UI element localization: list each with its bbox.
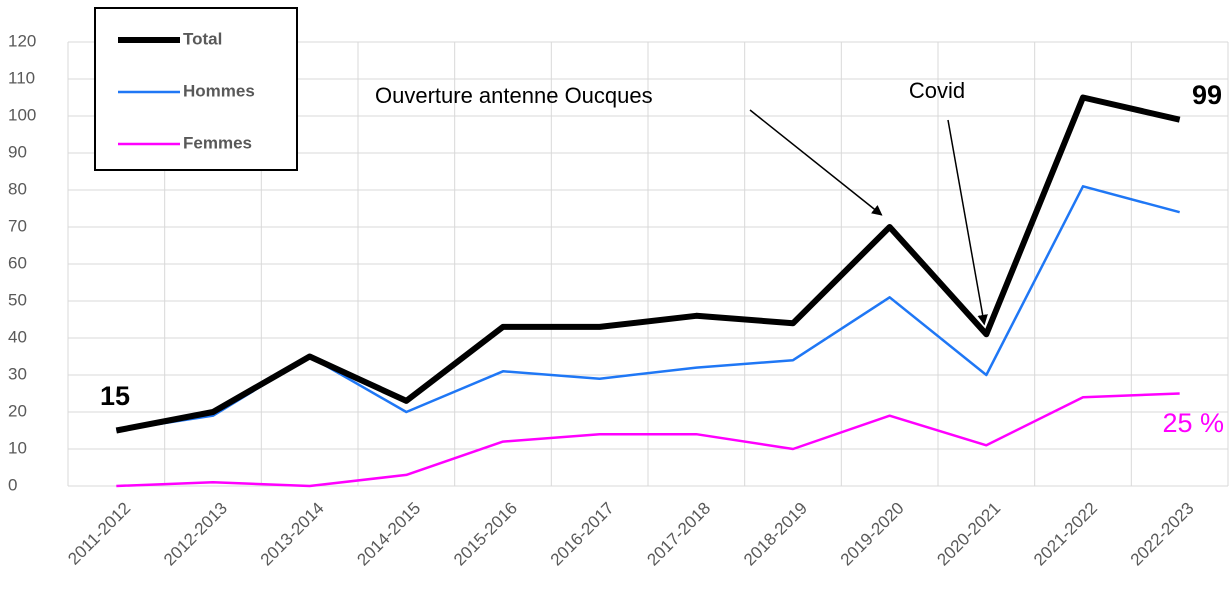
x-tick-label: 2018-2019 [740,499,811,570]
data-label: 15 [100,381,130,411]
y-tick-label: 50 [8,290,27,309]
x-tick-label: 2017-2018 [643,499,714,570]
legend-label: Femmes [183,133,252,152]
y-tick-label: 110 [8,68,35,87]
x-tick-label: 2013-2014 [257,499,328,570]
x-tick-label: 2022-2023 [1127,499,1198,570]
x-tick-label: 2020-2021 [933,499,1004,570]
x-tick-label: 2014-2015 [353,499,424,570]
x-tick-label: 2021-2022 [1030,499,1101,570]
data-label: 99 [1192,80,1222,110]
y-tick-label: 90 [8,142,27,161]
lines [115,94,1181,488]
y-tick-label: 10 [8,438,27,457]
x-tick-label: 2015-2016 [450,499,521,570]
annotation: Covid [909,78,965,103]
series-line [116,392,1180,488]
y-tick-label: 20 [8,401,27,420]
annotation: Ouverture antenne Oucques [375,83,653,108]
y-tick-label: 70 [8,216,27,235]
series-line [115,94,1181,434]
legend-label: Total [183,29,222,48]
y-tick-label: 120 [8,31,36,50]
legend: Total Hommes Femmes [118,29,255,152]
y-tick-label: 60 [8,253,27,272]
x-tick-label: 2012-2013 [160,499,231,570]
legend-label: Hommes [183,81,255,100]
y-tick-label: 0 [8,475,17,494]
y-tick-label: 30 [8,364,27,383]
x-tick-label: 2019-2020 [837,499,908,570]
x-tick-label: 2011-2012 [64,499,134,569]
y-tick-label: 100 [8,105,36,124]
annotation-arrow [749,109,883,216]
y-tick-label: 80 [8,179,27,198]
data-label: 25 % [1162,408,1224,438]
x-tick-label: 2016-2017 [547,499,618,570]
annotation-arrow [947,119,988,326]
y-tick-label: 40 [8,327,27,346]
